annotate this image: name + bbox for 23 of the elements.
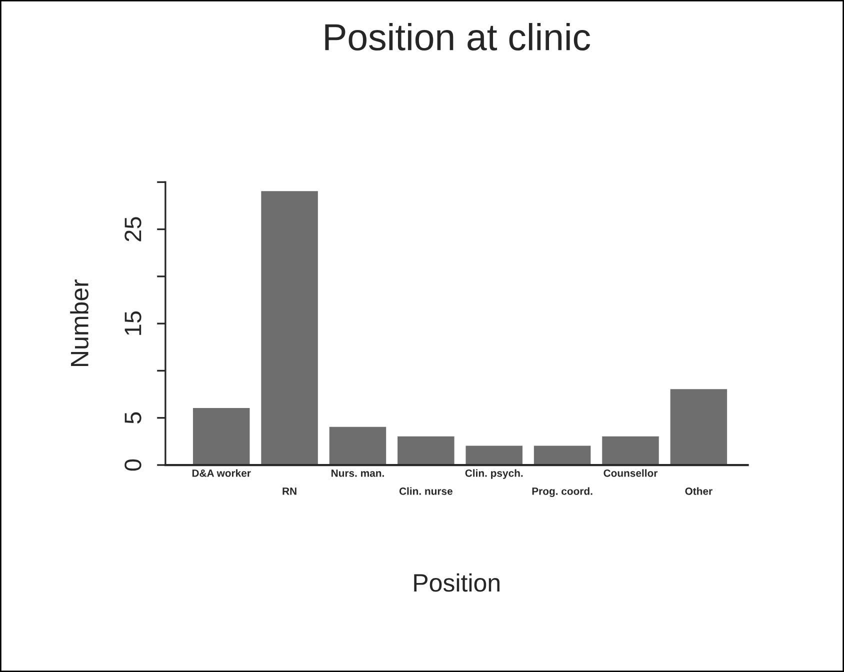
- y-tick-label: 5: [124, 412, 142, 424]
- y-tick-label: 0: [124, 459, 142, 471]
- x-tick-label: Counsellor: [604, 469, 658, 477]
- x-tick-label: Clin. psych.: [465, 469, 523, 479]
- x-axis-title: Position: [414, 573, 500, 592]
- x-tick-label: Other: [685, 487, 712, 495]
- bar: [670, 389, 728, 466]
- x-tick-label: Nurs. man.: [332, 470, 384, 477]
- chart-title: Position at clinic: [325, 22, 590, 51]
- x-tick-label: D&A worker: [192, 469, 251, 477]
- bar: [329, 426, 386, 466]
- bar: [466, 446, 522, 466]
- y-tick-label: 15: [124, 311, 142, 335]
- bar: [534, 446, 591, 466]
- x-tick-label: Clin. nurse: [399, 487, 452, 495]
- x-tick-label: RN: [282, 488, 296, 495]
- bar: [261, 191, 318, 466]
- bar: [602, 436, 659, 466]
- bar: [398, 436, 454, 466]
- y-axis-title: Number: [70, 280, 88, 366]
- x-tick-label: Prog. coord.: [532, 487, 592, 497]
- bar: [192, 408, 250, 466]
- y-tick-label: 25: [124, 217, 142, 242]
